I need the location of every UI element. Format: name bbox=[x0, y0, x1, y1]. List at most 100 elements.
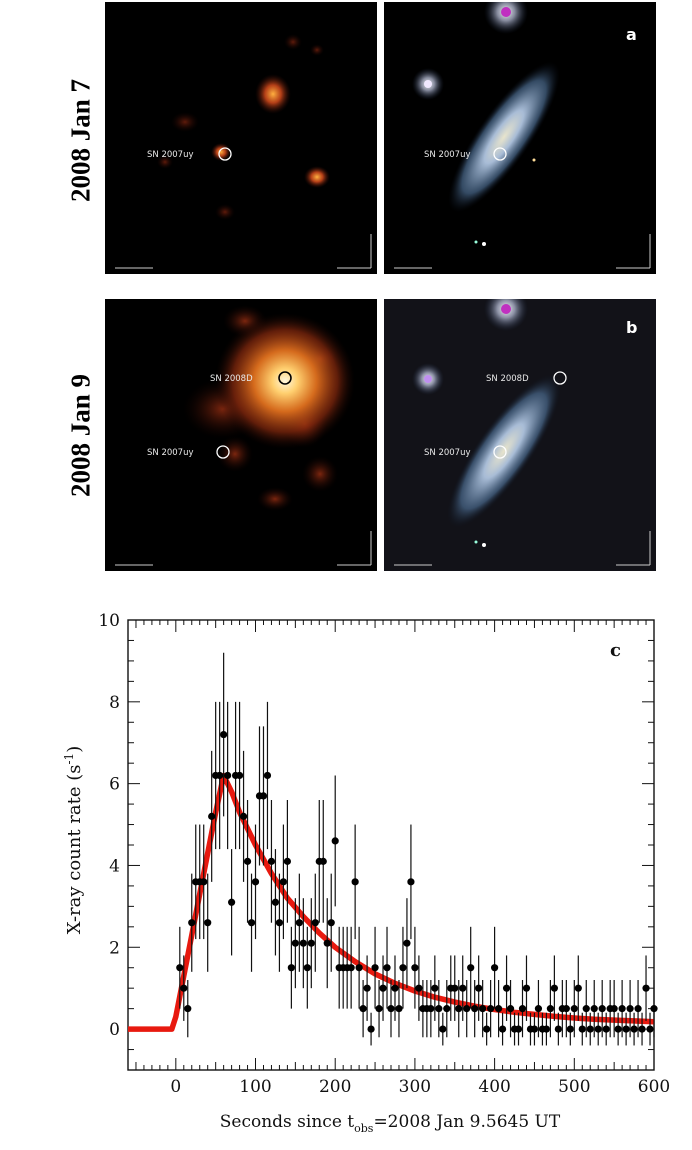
data-point bbox=[582, 980, 590, 1038]
data-point bbox=[530, 1012, 539, 1046]
y-tick-label: 2 bbox=[109, 938, 120, 958]
source-circle bbox=[278, 371, 292, 385]
x-tick-label: 500 bbox=[558, 1077, 590, 1097]
source-circle bbox=[218, 147, 232, 161]
data-point bbox=[259, 726, 268, 866]
data-point bbox=[243, 800, 252, 923]
data-point bbox=[590, 980, 598, 1038]
data-point bbox=[395, 980, 403, 1038]
data-point bbox=[634, 980, 642, 1038]
data-point bbox=[622, 1012, 630, 1046]
x-tick-label: 0 bbox=[170, 1077, 181, 1097]
data-point bbox=[586, 1012, 594, 1046]
data-point bbox=[391, 955, 399, 1021]
data-point bbox=[479, 980, 487, 1038]
data-point bbox=[638, 1012, 646, 1046]
data-point bbox=[299, 898, 307, 989]
row-label-jan7: 2008 Jan 7 bbox=[65, 78, 96, 203]
x-tick-label: 100 bbox=[239, 1077, 271, 1097]
data-point bbox=[267, 800, 276, 923]
data-point bbox=[554, 1012, 562, 1046]
data-point bbox=[570, 980, 578, 1038]
data-point bbox=[275, 873, 284, 972]
data-point bbox=[459, 955, 467, 1021]
optical-image-jan9: SN 2008D SN 2007uy b bbox=[384, 299, 656, 571]
data-point bbox=[642, 955, 650, 1021]
panel-label-c: c bbox=[610, 640, 621, 661]
data-point bbox=[498, 1012, 507, 1046]
optical-image-jan7: SN 2007uy a bbox=[384, 2, 656, 274]
data-point bbox=[327, 873, 335, 972]
data-point bbox=[228, 849, 236, 956]
source-label-sn2007uy: SN 2007uy bbox=[147, 150, 194, 160]
data-point bbox=[602, 1012, 610, 1046]
panel-label-a: a bbox=[626, 25, 637, 44]
x-tick-label: 300 bbox=[399, 1077, 431, 1097]
source-label-sn2008d: SN 2008D bbox=[210, 374, 253, 384]
data-point bbox=[431, 955, 439, 1021]
data-point bbox=[379, 955, 387, 1021]
data-point bbox=[502, 955, 511, 1021]
data-point bbox=[184, 980, 192, 1038]
data-point bbox=[415, 955, 423, 1021]
data-point bbox=[331, 775, 339, 907]
data-point bbox=[375, 980, 383, 1038]
data-point bbox=[411, 926, 419, 1009]
source-label-sn2008d-optical: SN 2008D bbox=[486, 374, 529, 384]
data-point bbox=[475, 955, 483, 1021]
data-point bbox=[355, 926, 363, 1009]
source-circle bbox=[216, 445, 230, 459]
data-point bbox=[200, 824, 208, 940]
data-point bbox=[399, 926, 407, 1009]
xray-image-jan9: SN 2008D SN 2007uy bbox=[105, 299, 377, 571]
data-point bbox=[494, 980, 503, 1038]
data-point bbox=[610, 980, 618, 1038]
data-point bbox=[467, 926, 475, 1009]
data-point bbox=[271, 849, 280, 956]
data-point bbox=[283, 800, 291, 923]
y-tick-label: 4 bbox=[109, 856, 120, 876]
data-point bbox=[614, 1012, 622, 1046]
data-point bbox=[220, 652, 228, 817]
data-point bbox=[204, 873, 212, 972]
data-point bbox=[263, 701, 272, 850]
data-point bbox=[287, 926, 295, 1009]
data-point bbox=[578, 1012, 586, 1046]
data-point bbox=[247, 873, 256, 972]
data-point bbox=[407, 824, 415, 940]
data-point bbox=[534, 980, 543, 1038]
data-point bbox=[303, 926, 311, 1009]
data-point bbox=[251, 824, 260, 940]
data-point bbox=[646, 1012, 654, 1046]
data-point bbox=[598, 980, 606, 1038]
source-circle bbox=[553, 371, 567, 385]
data-point bbox=[307, 898, 315, 989]
data-point bbox=[594, 1012, 602, 1046]
data-point bbox=[455, 980, 463, 1038]
data-point bbox=[403, 898, 411, 989]
x-axis-label: Seconds since tobs=2008 Jan 9.5645 UT bbox=[220, 1112, 561, 1135]
data-point bbox=[514, 1012, 523, 1046]
source-circle bbox=[493, 445, 507, 459]
panel-label-b: b bbox=[626, 318, 637, 337]
y-tick-label: 8 bbox=[109, 693, 120, 713]
source-circle bbox=[493, 147, 507, 161]
data-point bbox=[371, 926, 379, 1009]
data-point bbox=[208, 750, 216, 882]
source-label-sn2007uy-optical-b: SN 2007uy bbox=[424, 448, 471, 458]
y-tick-label: 6 bbox=[109, 775, 120, 795]
y-tick-label: 0 bbox=[109, 1020, 120, 1040]
data-point bbox=[491, 926, 499, 1009]
x-tick-label: 600 bbox=[638, 1077, 670, 1097]
data-point bbox=[483, 1012, 491, 1046]
data-point bbox=[359, 980, 367, 1038]
data-point bbox=[451, 955, 459, 1021]
data-point bbox=[188, 873, 196, 972]
data-point bbox=[487, 980, 495, 1038]
data-point bbox=[626, 980, 634, 1038]
data-point bbox=[630, 1012, 638, 1046]
data-point bbox=[550, 955, 558, 1021]
data-point bbox=[216, 701, 224, 850]
data-point bbox=[522, 955, 531, 1021]
data-point bbox=[279, 824, 288, 940]
